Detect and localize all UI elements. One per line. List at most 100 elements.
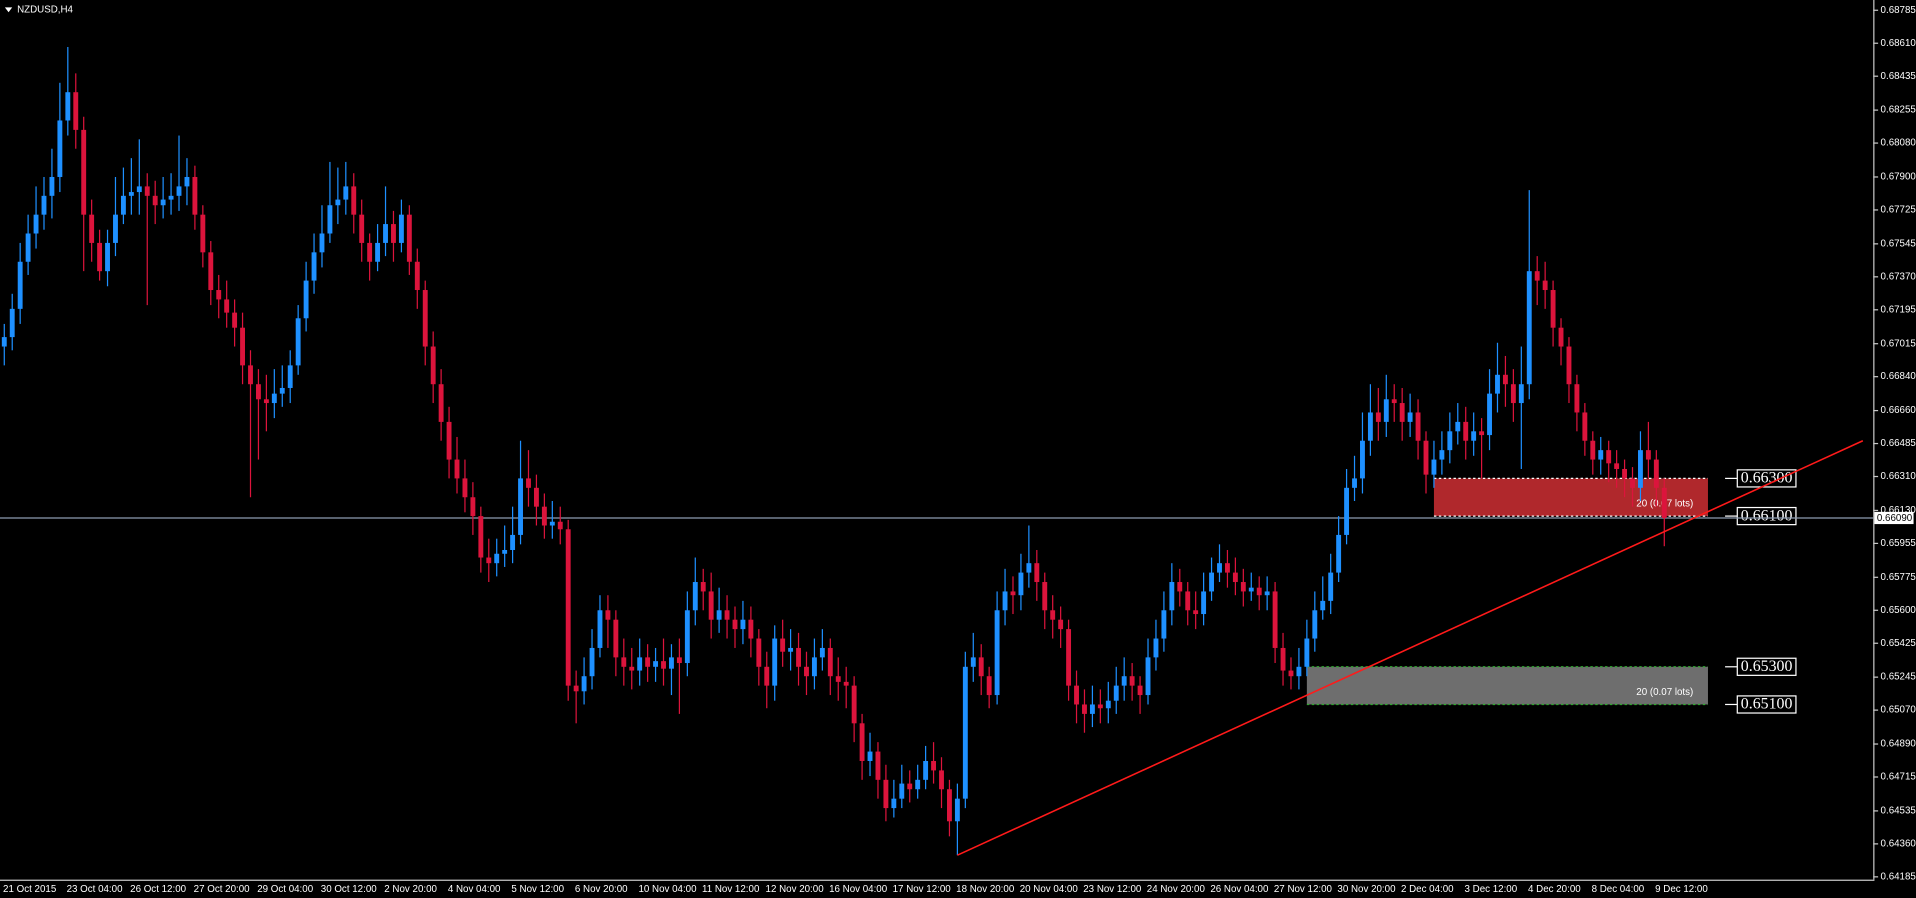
candle-body: [263, 399, 269, 404]
candle-body: [756, 638, 762, 667]
candle-body: [589, 647, 595, 677]
candle-body: [367, 242, 373, 262]
candle-body: [208, 252, 214, 291]
y-tick-label: 0.68080: [1881, 138, 1916, 149]
level-label: 0.66300: [1741, 470, 1793, 487]
candle-body: [1598, 450, 1604, 460]
candle-body: [335, 199, 341, 206]
candle-body: [1089, 704, 1095, 714]
candle-body: [804, 666, 809, 677]
candle-body: [819, 647, 825, 658]
candle-body: [1518, 384, 1524, 404]
chart-title: NZDUSD,H4: [17, 4, 73, 15]
candle-body: [120, 195, 126, 215]
y-tick-label: 0.64715: [1881, 772, 1916, 783]
candle-body: [1383, 399, 1389, 422]
candle-body: [160, 199, 166, 206]
candle-body: [1209, 572, 1214, 592]
y-tick-label: 0.65425: [1881, 638, 1916, 649]
candle-body: [573, 685, 579, 692]
candle-body: [398, 214, 404, 243]
candle-body: [1661, 487, 1667, 518]
candle-body: [1558, 327, 1564, 347]
candle-body: [708, 591, 714, 620]
x-tick-label: 30 Nov 20:00: [1337, 884, 1396, 895]
candle-body: [1606, 450, 1612, 464]
candle-body: [748, 619, 754, 639]
candle-body: [947, 789, 952, 822]
candle-body: [1034, 563, 1040, 583]
y-tick-label: 0.68610: [1881, 38, 1916, 49]
level-label-box: [1736, 695, 1797, 714]
candle-body: [168, 195, 174, 200]
x-tick-label: 2 Nov 20:00: [384, 884, 437, 895]
candle-body: [1169, 582, 1175, 611]
candle-body: [9, 308, 15, 338]
candle-body: [351, 186, 357, 215]
y-tick-label: 0.64890: [1881, 739, 1916, 750]
candle-body: [375, 242, 381, 262]
candle-body: [1105, 700, 1111, 709]
candle-body: [1240, 582, 1246, 592]
candle-body: [851, 685, 857, 724]
candle-body: [1217, 563, 1222, 573]
x-tick-label: 20 Nov 04:00: [1020, 884, 1079, 895]
candle-body: [414, 261, 420, 291]
level-label-box: [1736, 469, 1797, 488]
candle-body: [128, 192, 134, 196]
candle-body: [17, 261, 23, 309]
candles: [1, 46, 1667, 856]
candle-body: [454, 459, 460, 479]
y-tick-label: 0.64360: [1881, 838, 1916, 849]
candle-body: [311, 252, 317, 281]
level-label: 0.65100: [1741, 696, 1793, 713]
candle-body: [359, 214, 365, 243]
candle-body: [510, 534, 516, 550]
y-tick-label: 0.67725: [1881, 205, 1916, 216]
candle-body: [692, 582, 698, 611]
candle-body: [1550, 290, 1556, 328]
candle-body: [645, 657, 651, 667]
candle-body: [621, 657, 627, 667]
candle-body: [1415, 412, 1421, 441]
candle-body: [891, 798, 897, 809]
candle-body: [438, 384, 444, 422]
candle-body: [788, 647, 794, 652]
candle-body: [661, 661, 666, 669]
candle-body: [327, 205, 333, 234]
x-tick-label: 2 Dec 04:00: [1401, 884, 1454, 895]
candle-body: [33, 214, 39, 234]
candle-body: [1, 337, 7, 347]
y-tick-label: 0.68435: [1881, 71, 1916, 82]
y-tick-label: 0.65775: [1881, 572, 1916, 583]
candle-body: [255, 384, 261, 400]
candle-body: [1161, 610, 1167, 639]
candle-body: [25, 233, 31, 262]
level-label-box: [1736, 657, 1797, 676]
level-label: 0.66100: [1741, 507, 1793, 524]
candle-body: [57, 120, 63, 177]
y-tick-label: 0.66485: [1881, 438, 1916, 449]
candle-body: [843, 681, 849, 686]
candle-body: [216, 290, 222, 300]
candle-body: [1534, 271, 1540, 281]
candle-body: [478, 516, 484, 558]
candle-body: [1375, 412, 1381, 422]
x-tick-label: 9 Dec 12:00: [1655, 884, 1708, 895]
candle-body: [931, 760, 937, 771]
order-zone: [1433, 478, 1708, 517]
candle-body: [1336, 534, 1342, 573]
candle-body: [192, 176, 198, 215]
x-tick-label: 12 Nov 20:00: [766, 884, 825, 895]
candle-body: [1479, 431, 1485, 436]
zone-text: 20 (0.07 lots): [1636, 687, 1693, 698]
symbol-menu-arrow[interactable]: [4, 7, 13, 13]
x-tick-label: 4 Nov 04:00: [448, 884, 501, 895]
candle-body: [1510, 384, 1516, 404]
y-tick-label: 0.65070: [1881, 705, 1916, 716]
current-price-box: [1874, 511, 1914, 525]
candle-body: [994, 610, 1000, 696]
candle-body: [1526, 271, 1532, 385]
candle-body: [1097, 704, 1103, 709]
